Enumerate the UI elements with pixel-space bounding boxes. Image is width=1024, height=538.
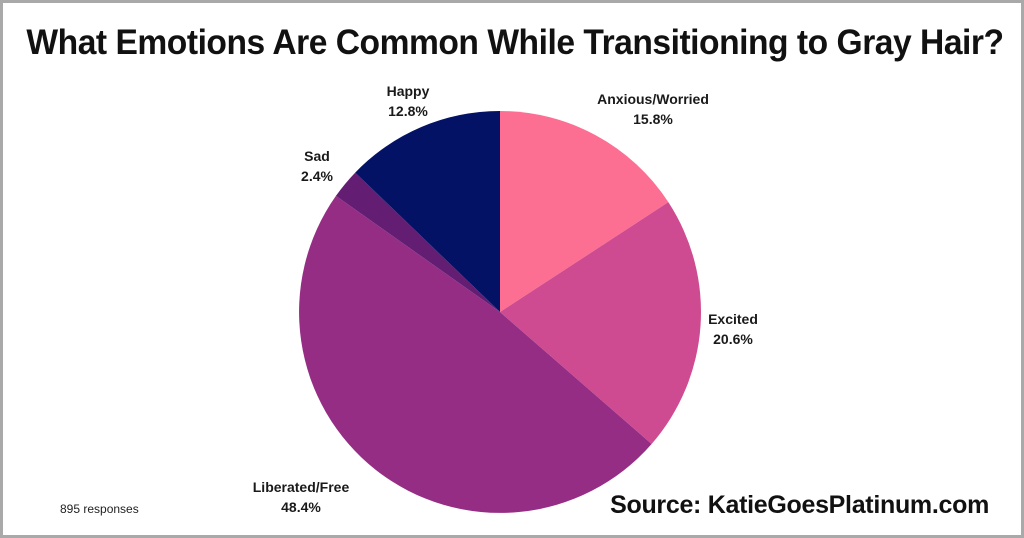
pie-chart <box>299 111 701 513</box>
slice-label-excited: Excited 20.6% <box>708 309 758 349</box>
response-count: 895 responses <box>60 502 139 516</box>
slice-value-happy: 12.8% <box>388 103 428 119</box>
source-credit: Source: KatieGoesPlatinum.com <box>610 491 989 519</box>
slice-value-sad: 2.4% <box>301 168 333 184</box>
pie-slice-sad <box>335 172 500 312</box>
slice-label-happy: Happy 12.8% <box>387 81 430 121</box>
pie-slice-liberated-free <box>299 195 652 513</box>
slice-name-liberated-free: Liberated/Free <box>252 479 350 495</box>
slice-value-excited: 20.6% <box>713 331 753 347</box>
pie-slice-excited <box>500 202 701 444</box>
slice-label-liberated-free: Liberated/Free 48.4% <box>253 477 349 517</box>
slice-name-anxious-worried: Anxious/Worried <box>597 91 709 107</box>
slice-value-anxious-worried: 15.8% <box>633 111 673 127</box>
slice-label-sad: Sad 2.4% <box>301 146 333 186</box>
slice-name-happy: Happy <box>386 83 430 99</box>
pie-slice-happy <box>355 111 500 312</box>
slice-value-liberated-free: 48.4% <box>281 499 321 515</box>
chart-title: What Emotions Are Common While Transitio… <box>26 23 1004 62</box>
slice-name-excited: Excited <box>708 311 758 327</box>
pie-slice-anxious-worried <box>500 111 669 312</box>
slice-label-anxious-worried: Anxious/Worried 15.8% <box>597 89 709 129</box>
slice-name-sad: Sad <box>304 148 330 164</box>
